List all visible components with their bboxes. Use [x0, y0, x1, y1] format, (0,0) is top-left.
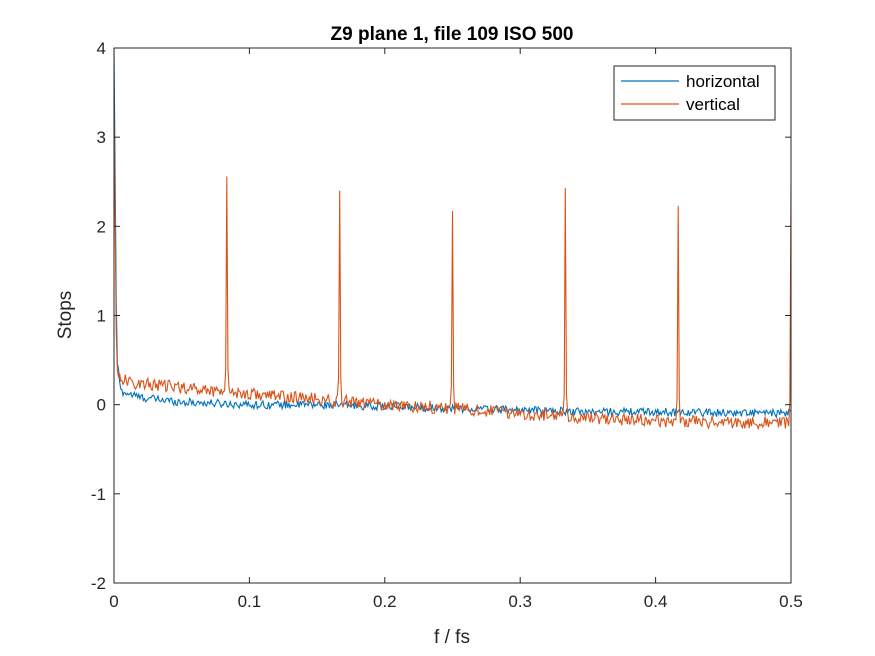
legend-label-vertical: vertical	[686, 95, 740, 114]
legend-box	[613, 65, 776, 121]
y-axis-label: Stops	[55, 291, 76, 340]
x-tick-label: 0.5	[779, 592, 803, 611]
y-tick-label: 3	[97, 128, 106, 147]
y-tick-label: 0	[97, 396, 106, 415]
x-tick-label: 0.4	[644, 592, 668, 611]
x-tick-label: 0.2	[373, 592, 397, 611]
series-layer	[113, 47, 792, 431]
y-tick-label: -1	[91, 485, 106, 504]
x-tick-label: 0.3	[508, 592, 532, 611]
x-tick-label: 0.1	[238, 592, 262, 611]
y-tick-label: -2	[91, 574, 106, 593]
x-tick-label: 0	[109, 592, 118, 611]
series-line-horizontal	[113, 47, 792, 420]
chart-title: Z9 plane 1, file 109 ISO 500	[331, 24, 574, 45]
x-axis-label: f / fs	[434, 627, 470, 648]
plot-area	[114, 48, 791, 583]
y-tick-label: 2	[97, 217, 106, 236]
legend: horizontal vertical	[613, 65, 776, 121]
y-tick-label: 4	[97, 39, 106, 58]
y-tick-label: 1	[97, 307, 106, 326]
axes-layer: 0 0.1 0.2 0.3 0.4 0.5 -2 -1 0 1 2 3 4	[91, 39, 803, 611]
series-line-vertical	[113, 105, 792, 431]
legend-label-horizontal: horizontal	[686, 72, 760, 91]
